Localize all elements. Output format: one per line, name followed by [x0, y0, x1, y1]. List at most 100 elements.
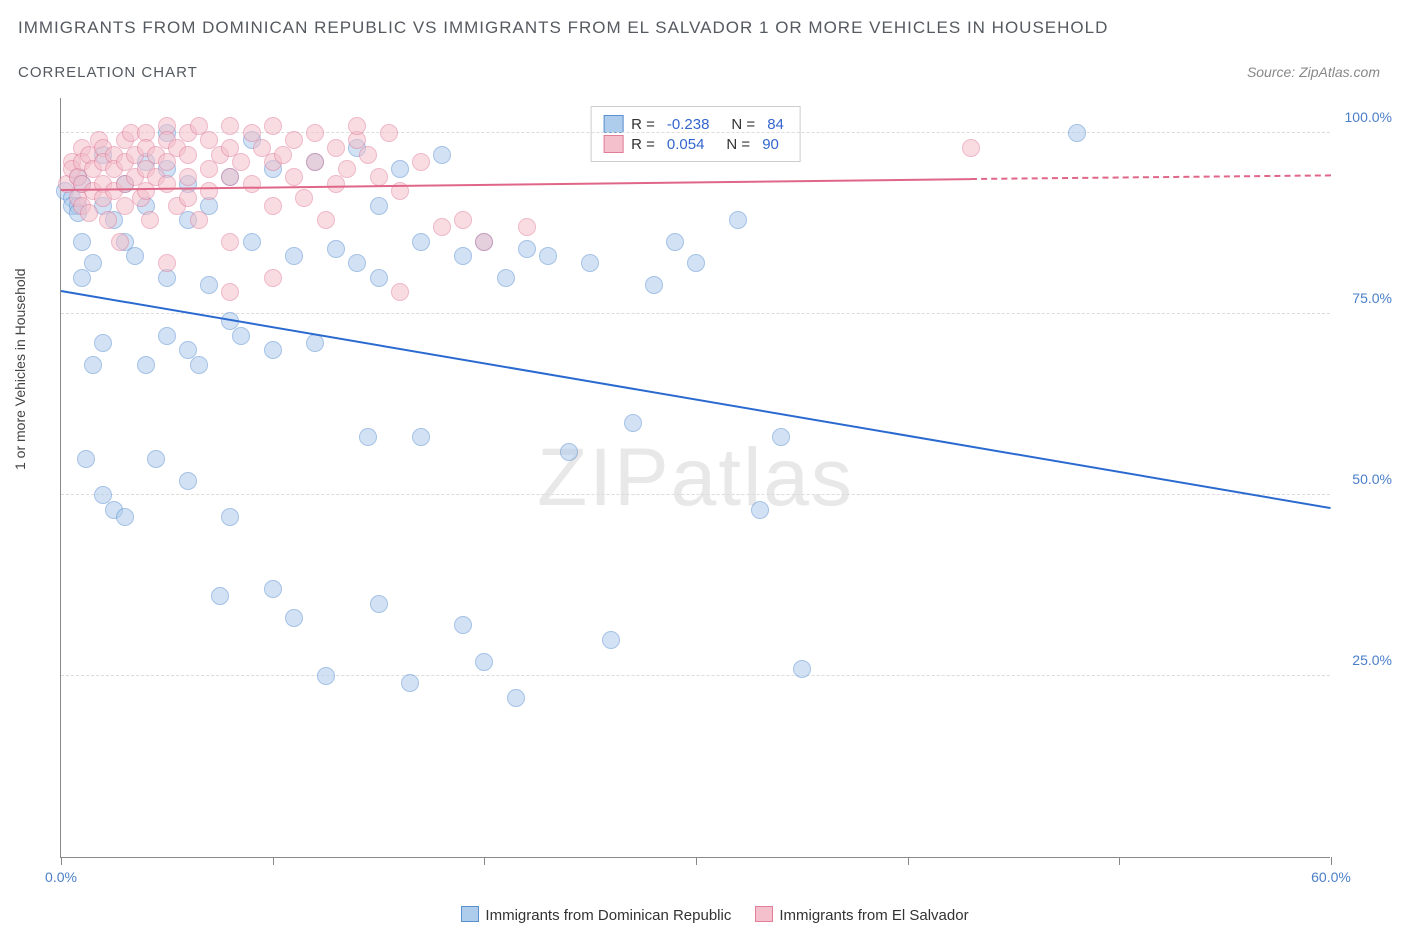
data-point [306, 153, 324, 171]
data-point [539, 247, 557, 265]
data-point [306, 124, 324, 142]
data-point [232, 327, 250, 345]
data-point [359, 428, 377, 446]
data-point [158, 254, 176, 272]
x-tick-label: 60.0% [1311, 869, 1351, 885]
legend-swatch [603, 115, 623, 133]
data-point [1068, 124, 1086, 142]
x-tick [908, 857, 909, 865]
data-point [645, 276, 663, 294]
data-point [285, 609, 303, 627]
data-point [306, 334, 324, 352]
data-point [221, 233, 239, 251]
data-point [116, 197, 134, 215]
data-point [475, 653, 493, 671]
data-point [94, 334, 112, 352]
data-point [475, 233, 493, 251]
grid-line [61, 313, 1330, 314]
data-point [200, 182, 218, 200]
legend-row: R =-0.238N =84 [603, 115, 788, 133]
source-attribution: Source: ZipAtlas.com [1247, 64, 1380, 80]
data-point [391, 283, 409, 301]
x-tick [696, 857, 697, 865]
data-point [200, 276, 218, 294]
data-point [80, 204, 98, 222]
data-point [221, 117, 239, 135]
data-point [751, 501, 769, 519]
data-point [243, 233, 261, 251]
data-point [264, 197, 282, 215]
data-point [348, 117, 366, 135]
data-point [401, 674, 419, 692]
data-point [317, 667, 335, 685]
x-tick [273, 857, 274, 865]
legend-label: Immigrants from Dominican Republic [485, 907, 731, 924]
data-point [560, 443, 578, 461]
y-axis-label: 1 or more Vehicles in Household [12, 268, 28, 470]
data-point [454, 616, 472, 634]
data-point [454, 247, 472, 265]
data-point [581, 254, 599, 272]
data-point [99, 211, 117, 229]
scatter-chart: ZIPatlas R =-0.238N =84R =0.054N =90 25.… [60, 98, 1330, 858]
data-point [221, 508, 239, 526]
data-point [211, 587, 229, 605]
data-point [243, 175, 261, 193]
data-point [507, 689, 525, 707]
data-point [126, 247, 144, 265]
y-tick-label: 100.0% [1345, 109, 1392, 125]
chart-subtitle: CORRELATION CHART [18, 64, 198, 81]
series-legend: Immigrants from Dominican Republic Immigr… [0, 906, 1406, 924]
data-point [264, 117, 282, 135]
data-point [285, 131, 303, 149]
data-point [348, 254, 366, 272]
data-point [137, 356, 155, 374]
data-point [624, 414, 642, 432]
data-point [338, 160, 356, 178]
data-point [141, 211, 159, 229]
data-point [729, 211, 747, 229]
data-point [179, 168, 197, 186]
data-point [370, 269, 388, 287]
legend-swatch [603, 135, 623, 153]
data-point [84, 356, 102, 374]
data-point [84, 254, 102, 272]
data-point [179, 472, 197, 490]
data-point [359, 146, 377, 164]
data-point [158, 327, 176, 345]
x-tick [484, 857, 485, 865]
data-point [264, 580, 282, 598]
data-point [295, 189, 313, 207]
data-point [111, 233, 129, 251]
data-point [793, 660, 811, 678]
data-point [380, 124, 398, 142]
trend-line [61, 178, 971, 191]
legend-label: Immigrants from El Salvador [779, 907, 968, 924]
legend-swatch [461, 906, 479, 922]
data-point [412, 153, 430, 171]
data-point [772, 428, 790, 446]
data-point [73, 233, 91, 251]
data-point [370, 595, 388, 613]
data-point [221, 283, 239, 301]
data-point [285, 168, 303, 186]
data-point [190, 356, 208, 374]
x-tick [61, 857, 62, 865]
data-point [602, 631, 620, 649]
data-point [687, 254, 705, 272]
data-point [317, 211, 335, 229]
legend-row: R =0.054N =90 [603, 135, 788, 153]
data-point [518, 240, 536, 258]
y-tick-label: 25.0% [1352, 652, 1392, 668]
data-point [179, 146, 197, 164]
data-point [179, 189, 197, 207]
data-point [454, 211, 472, 229]
watermark: ZIPatlas [537, 431, 854, 525]
data-point [391, 160, 409, 178]
data-point [327, 240, 345, 258]
correlation-legend: R =-0.238N =84 R =0.054N =90 [590, 106, 801, 162]
data-point [518, 218, 536, 236]
data-point [264, 269, 282, 287]
data-point [232, 153, 250, 171]
data-point [285, 247, 303, 265]
